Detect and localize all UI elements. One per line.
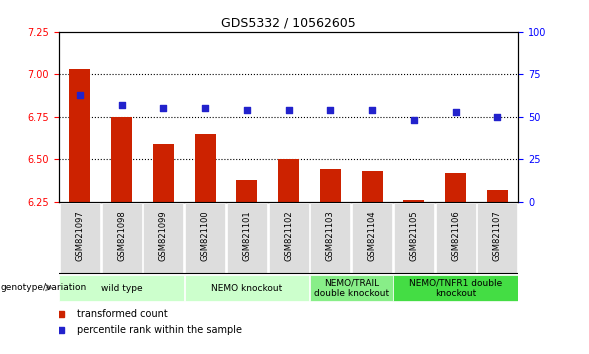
Bar [445,173,466,202]
Point [75,92,84,98]
Text: GSM821099: GSM821099 [159,210,168,261]
FancyBboxPatch shape [310,275,393,302]
FancyBboxPatch shape [59,275,184,302]
FancyBboxPatch shape [478,203,518,273]
Text: NEMO knockout: NEMO knockout [211,284,283,293]
FancyBboxPatch shape [310,203,350,273]
Point [242,107,252,113]
Text: GSM821102: GSM821102 [284,210,293,261]
Text: NEMO/TRAIL
double knockout: NEMO/TRAIL double knockout [314,279,389,298]
Bar [153,144,174,202]
Text: genotype/variation: genotype/variation [1,283,87,292]
Text: GSM821101: GSM821101 [242,210,252,261]
FancyBboxPatch shape [269,203,309,273]
Text: GSM821106: GSM821106 [451,210,460,261]
Point [117,102,126,108]
FancyBboxPatch shape [185,203,225,273]
Point [368,107,377,113]
Text: GSM821105: GSM821105 [409,210,418,261]
Point [200,105,210,111]
Point [409,118,419,123]
Point [158,105,168,111]
Text: wild type: wild type [101,284,143,293]
Text: GSM821100: GSM821100 [201,210,210,261]
Bar [278,159,299,202]
Bar [236,180,257,202]
Text: percentile rank within the sample: percentile rank within the sample [77,325,242,335]
FancyBboxPatch shape [436,203,476,273]
Point [326,107,335,113]
FancyBboxPatch shape [394,203,434,273]
FancyBboxPatch shape [184,275,309,302]
Text: GSM821107: GSM821107 [493,210,502,261]
Title: GDS5332 / 10562605: GDS5332 / 10562605 [221,16,356,29]
Point [284,107,293,113]
Bar [111,117,132,202]
Bar [362,171,383,202]
Point [493,114,502,120]
FancyBboxPatch shape [101,203,141,273]
Bar [70,69,90,202]
Text: NEMO/TNFR1 double
knockout: NEMO/TNFR1 double knockout [409,279,502,298]
Text: transformed count: transformed count [77,309,168,319]
FancyBboxPatch shape [59,203,100,273]
FancyBboxPatch shape [352,203,392,273]
Bar [194,134,216,202]
FancyBboxPatch shape [393,275,518,302]
FancyBboxPatch shape [227,203,267,273]
FancyBboxPatch shape [143,203,183,273]
Text: GSM821098: GSM821098 [117,210,126,261]
Text: GSM821097: GSM821097 [75,210,84,261]
Text: GSM821103: GSM821103 [326,210,335,261]
Point [451,109,461,115]
Text: GSM821104: GSM821104 [368,210,376,261]
Bar [320,170,341,202]
Bar [403,200,424,202]
Bar [487,190,508,202]
